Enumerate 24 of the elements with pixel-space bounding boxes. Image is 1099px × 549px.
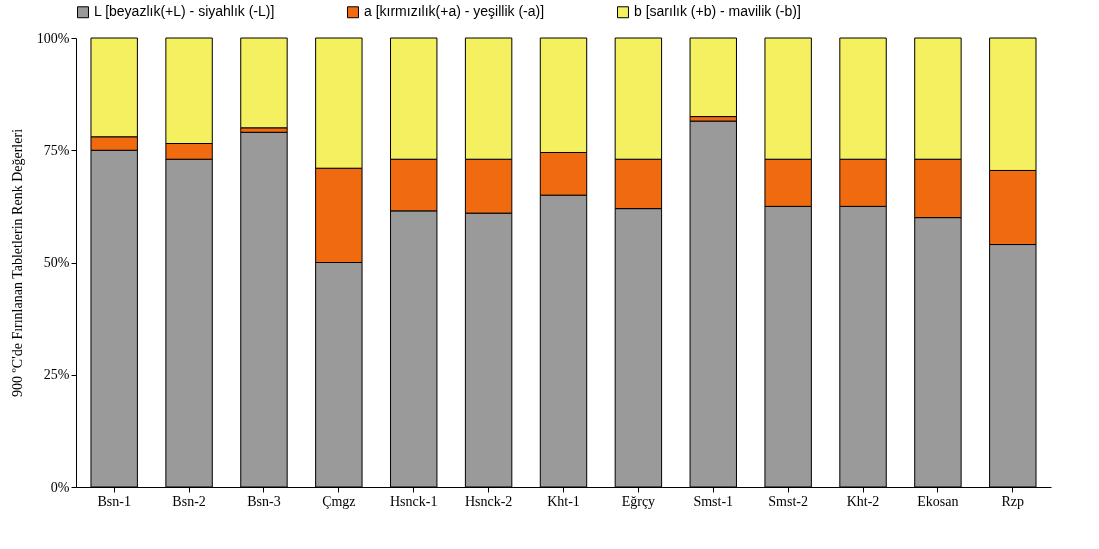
x-tick-label: Bsn-2	[172, 493, 206, 509]
x-tick-label: Kht-2	[846, 493, 880, 509]
y-tick-label: 25%	[43, 367, 70, 383]
y-tick-label: 0%	[50, 479, 70, 495]
bar	[689, 37, 737, 118]
x-tick-label: Smst-1	[693, 493, 734, 509]
legend-label: L [beyazlık(+L) - siyahlık (-L)]	[94, 3, 275, 20]
x-tick-label: Eğrçy	[621, 493, 656, 509]
legend-label: a [kırmızılık(+a) - yeşillik (-a)]	[364, 3, 545, 20]
x-tick-label: Bsn-3	[247, 493, 281, 509]
y-axis-title: 900 ºC'de Fırınlanan Tabletlerin Renk Değerleri	[9, 128, 25, 398]
x-tick-label: Kht-1	[547, 493, 580, 509]
x-tick-label: Smst-2	[768, 493, 808, 509]
x-tick-label: Çmgz	[322, 493, 356, 509]
x-tick-label: Bsn-1	[97, 493, 131, 509]
y-tick-label: 50%	[43, 255, 70, 270]
y-tick-label: 75%	[43, 142, 70, 158]
legend-label: b [sarılık (+b) - mavilik (-b)]	[634, 3, 801, 20]
bar	[240, 37, 288, 129]
x-tick-label: Rzp	[1001, 493, 1025, 509]
x-tick-label: Ekosan	[917, 493, 959, 509]
y-tick-label: 100%	[36, 30, 70, 46]
x-tick-label: Hsnck-2	[464, 493, 513, 509]
x-tick-label: Hsnck-1	[390, 493, 438, 509]
